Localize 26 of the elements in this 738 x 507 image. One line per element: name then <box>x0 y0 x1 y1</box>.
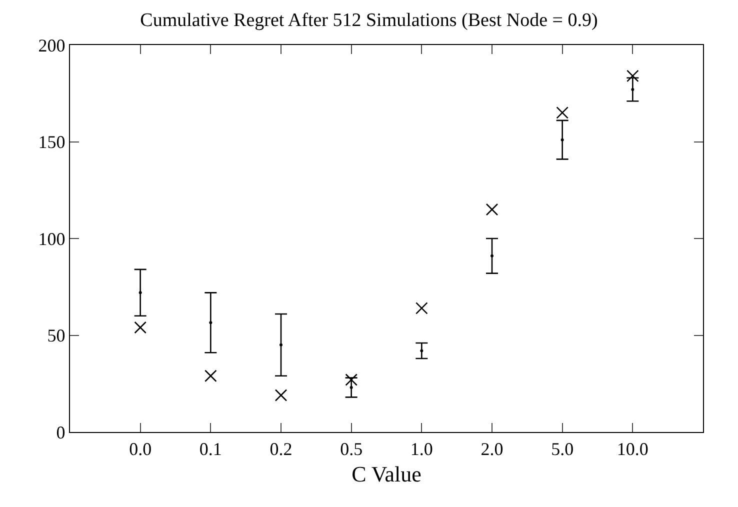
point <box>204 370 217 382</box>
y-tick-label: 0 <box>56 422 66 442</box>
point <box>138 291 142 294</box>
x-tick-label: 0.0 <box>129 438 152 459</box>
y-tick-label: 150 <box>38 132 66 152</box>
point <box>416 302 428 314</box>
point <box>209 321 212 324</box>
chart-title: Cumulative Regret After 512 Simulations (Best Node = 0.9) <box>140 10 598 31</box>
x-axis-title: C Value <box>352 462 422 487</box>
point <box>134 321 146 334</box>
point <box>274 389 288 402</box>
x-tick-label: 2.0 <box>480 438 504 459</box>
y-tick-label: 100 <box>38 228 66 249</box>
point <box>626 70 639 82</box>
x-tick-label: 1.0 <box>410 438 433 459</box>
y-tick-label: 200 <box>38 35 66 56</box>
x-tick-label: 0.1 <box>199 438 222 459</box>
y-tick-label: 50 <box>47 326 66 346</box>
x-tick-label: 0.5 <box>340 438 363 459</box>
x-tick-label: 5.0 <box>551 438 574 459</box>
point <box>631 88 634 92</box>
x-tick-label: 0.2 <box>270 438 292 459</box>
point <box>560 138 564 142</box>
x-tick-label: 10.0 <box>616 438 648 459</box>
point <box>345 374 358 386</box>
point <box>486 203 498 216</box>
